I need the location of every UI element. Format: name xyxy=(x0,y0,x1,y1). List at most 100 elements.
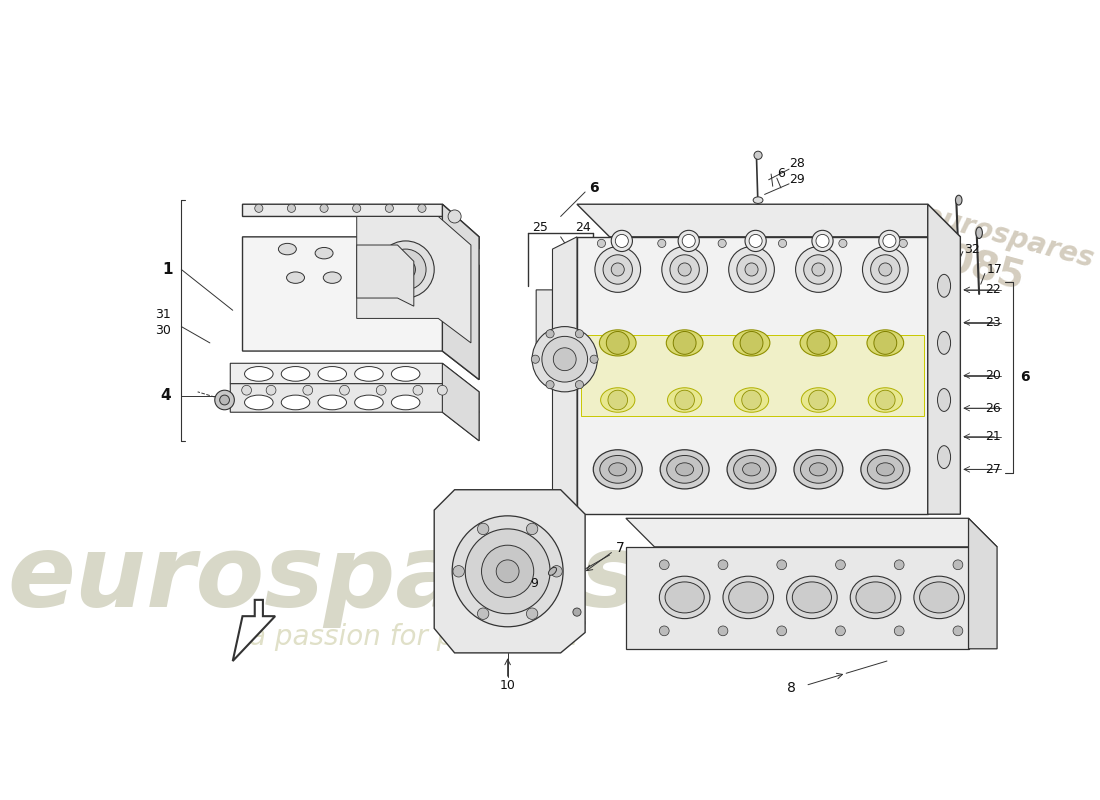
Polygon shape xyxy=(356,217,471,343)
Ellipse shape xyxy=(867,330,904,356)
Text: 9: 9 xyxy=(530,577,538,590)
Circle shape xyxy=(749,234,762,247)
Text: 31: 31 xyxy=(155,308,170,321)
Ellipse shape xyxy=(392,366,420,382)
Ellipse shape xyxy=(976,227,982,238)
Ellipse shape xyxy=(549,567,557,575)
Text: 27: 27 xyxy=(986,463,1001,476)
Circle shape xyxy=(597,239,605,247)
Ellipse shape xyxy=(318,395,346,410)
Circle shape xyxy=(737,254,767,284)
Ellipse shape xyxy=(282,395,310,410)
Ellipse shape xyxy=(354,395,383,410)
Polygon shape xyxy=(536,290,564,384)
Ellipse shape xyxy=(937,274,950,298)
Circle shape xyxy=(531,355,539,363)
Circle shape xyxy=(396,260,416,279)
Circle shape xyxy=(385,204,394,212)
Circle shape xyxy=(953,560,962,570)
Ellipse shape xyxy=(601,388,635,412)
Circle shape xyxy=(477,608,488,619)
Text: 1: 1 xyxy=(163,262,173,277)
Circle shape xyxy=(754,151,762,159)
Circle shape xyxy=(870,254,900,284)
Circle shape xyxy=(879,230,900,251)
Polygon shape xyxy=(442,363,480,441)
Ellipse shape xyxy=(856,582,895,613)
Circle shape xyxy=(453,566,464,577)
Circle shape xyxy=(807,331,829,354)
Circle shape xyxy=(812,263,825,276)
Ellipse shape xyxy=(792,582,832,613)
Ellipse shape xyxy=(810,463,827,476)
Text: 6: 6 xyxy=(590,181,598,195)
Text: 26: 26 xyxy=(986,402,1001,414)
Text: 20: 20 xyxy=(986,369,1001,382)
Circle shape xyxy=(718,626,728,636)
Polygon shape xyxy=(356,245,414,306)
Circle shape xyxy=(836,626,845,636)
Circle shape xyxy=(777,626,786,636)
Circle shape xyxy=(553,348,576,370)
Circle shape xyxy=(659,560,669,570)
Ellipse shape xyxy=(323,272,341,283)
Circle shape xyxy=(816,234,829,247)
Circle shape xyxy=(883,234,895,247)
Ellipse shape xyxy=(877,463,894,476)
Circle shape xyxy=(214,390,234,410)
Ellipse shape xyxy=(392,395,420,410)
Circle shape xyxy=(612,230,632,251)
Circle shape xyxy=(678,230,700,251)
Circle shape xyxy=(287,204,296,212)
Circle shape xyxy=(255,204,263,212)
Circle shape xyxy=(894,626,904,636)
Polygon shape xyxy=(242,237,480,380)
Ellipse shape xyxy=(914,576,965,618)
Circle shape xyxy=(745,230,767,251)
Text: eurospares: eurospares xyxy=(8,531,640,628)
Ellipse shape xyxy=(318,366,346,382)
Polygon shape xyxy=(626,518,997,547)
Circle shape xyxy=(839,239,847,247)
Text: 29: 29 xyxy=(789,174,805,186)
Ellipse shape xyxy=(800,330,837,356)
Polygon shape xyxy=(230,384,480,441)
Circle shape xyxy=(465,529,550,614)
Circle shape xyxy=(670,254,700,284)
Circle shape xyxy=(353,204,361,212)
Circle shape xyxy=(482,546,534,598)
Circle shape xyxy=(590,355,598,363)
Circle shape xyxy=(662,246,707,292)
Circle shape xyxy=(340,386,350,395)
Circle shape xyxy=(448,210,461,223)
Ellipse shape xyxy=(315,247,333,259)
Circle shape xyxy=(418,204,426,212)
Ellipse shape xyxy=(728,582,768,613)
Ellipse shape xyxy=(354,366,383,382)
Circle shape xyxy=(777,560,786,570)
Circle shape xyxy=(728,246,774,292)
Circle shape xyxy=(412,386,422,395)
Circle shape xyxy=(575,381,583,389)
Circle shape xyxy=(718,239,726,247)
Circle shape xyxy=(879,263,892,276)
Polygon shape xyxy=(626,547,968,649)
Text: 085: 085 xyxy=(940,241,1028,298)
Ellipse shape xyxy=(754,197,763,203)
Circle shape xyxy=(808,390,828,410)
Polygon shape xyxy=(434,490,585,653)
Ellipse shape xyxy=(786,576,837,618)
Circle shape xyxy=(812,230,833,251)
Text: a passion for perfection: a passion for perfection xyxy=(250,622,579,650)
Circle shape xyxy=(438,386,448,395)
Ellipse shape xyxy=(937,389,950,411)
Circle shape xyxy=(220,395,230,405)
Text: 8: 8 xyxy=(786,681,795,695)
Circle shape xyxy=(876,390,895,410)
Circle shape xyxy=(862,246,909,292)
Ellipse shape xyxy=(937,331,950,354)
Circle shape xyxy=(682,234,695,247)
Circle shape xyxy=(546,330,554,338)
Circle shape xyxy=(320,204,328,212)
Ellipse shape xyxy=(868,388,902,412)
